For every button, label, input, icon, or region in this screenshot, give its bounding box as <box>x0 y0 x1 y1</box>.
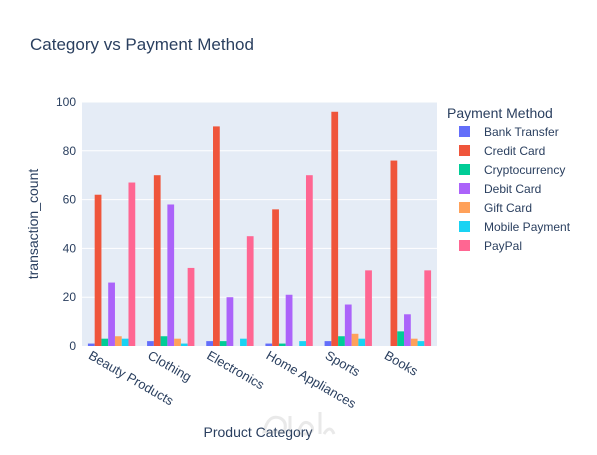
legend-label: Debit Card <box>484 182 541 196</box>
x-tick-label: Sports <box>323 348 363 380</box>
bar <box>246 236 254 346</box>
legend-item[interactable]: Mobile Payment <box>459 220 571 234</box>
chart-title: Category vs Payment Method <box>30 35 254 54</box>
bar <box>305 175 313 346</box>
y-tick-label: 40 <box>63 241 77 255</box>
bar <box>108 282 115 346</box>
bar <box>180 343 188 346</box>
bar <box>265 343 273 346</box>
y-tick-label: 0 <box>69 339 76 353</box>
bar <box>424 270 432 346</box>
legend-label: Bank Transfer <box>484 125 559 139</box>
bar <box>390 160 398 346</box>
y-axis-ticks: 0 20 40 60 80 100 <box>56 95 76 353</box>
legend-label: PayPal <box>484 239 522 253</box>
bar <box>206 341 214 346</box>
legend-swatch <box>459 240 470 251</box>
x-tick-label: Clothing <box>145 348 194 385</box>
legend-item[interactable]: PayPal <box>459 239 522 253</box>
legend-swatch <box>459 164 470 175</box>
bar <box>324 341 332 346</box>
bar <box>147 341 154 346</box>
legend-swatch <box>459 145 470 156</box>
y-tick-label: 60 <box>63 193 77 207</box>
bar <box>285 294 293 346</box>
legend-label: Gift Card <box>484 201 532 215</box>
bar <box>213 126 220 347</box>
x-tick-label: Books <box>382 348 421 379</box>
legend-swatch <box>459 126 470 137</box>
bar <box>153 175 161 346</box>
legend-item[interactable]: Debit Card <box>459 182 541 196</box>
legend-label: Mobile Payment <box>484 220 571 234</box>
bar <box>365 270 372 346</box>
legend-swatch <box>459 183 470 194</box>
legend-item[interactable]: Credit Card <box>459 144 545 158</box>
bar <box>351 333 359 346</box>
bar <box>187 267 195 346</box>
x-tick-label: Electronics <box>204 348 267 393</box>
legend-item[interactable]: Bank Transfer <box>459 125 559 139</box>
legend-title: Payment Method <box>447 105 553 121</box>
bar <box>358 338 366 346</box>
bar <box>240 338 247 346</box>
bar <box>338 336 345 346</box>
bar <box>174 338 181 346</box>
bar <box>410 338 418 346</box>
bar <box>404 314 411 346</box>
bar <box>160 336 168 346</box>
legend-swatch <box>459 202 470 213</box>
bar <box>397 331 405 346</box>
legend-swatch <box>459 221 470 232</box>
bar <box>121 338 129 346</box>
bar <box>278 343 286 346</box>
bar <box>344 304 352 346</box>
y-tick-label: 100 <box>56 95 76 109</box>
bar <box>94 194 102 346</box>
bar <box>417 341 425 346</box>
bar <box>226 297 234 346</box>
bar <box>219 341 227 346</box>
bars <box>87 111 432 347</box>
bar <box>167 204 175 346</box>
gridlines <box>82 101 437 298</box>
legend[interactable]: Bank Transfer Credit Card Cryptocurrency De… <box>459 125 571 253</box>
bar <box>101 338 109 346</box>
y-tick-label: 80 <box>63 144 77 158</box>
bar <box>272 209 279 346</box>
bar <box>87 343 95 346</box>
plot-area <box>82 102 437 346</box>
y-axis-title: transaction_count <box>25 169 41 280</box>
bar <box>299 341 306 346</box>
legend-item[interactable]: Gift Card <box>459 201 532 215</box>
bar <box>128 182 136 346</box>
bar <box>114 336 122 346</box>
y-tick-label: 20 <box>63 290 77 304</box>
x-axis-title: Product Category <box>204 424 313 440</box>
legend-label: Cryptocurrency <box>484 163 565 177</box>
bar <box>331 111 339 346</box>
legend-label: Credit Card <box>484 144 545 158</box>
legend-item[interactable]: Cryptocurrency <box>459 163 565 177</box>
